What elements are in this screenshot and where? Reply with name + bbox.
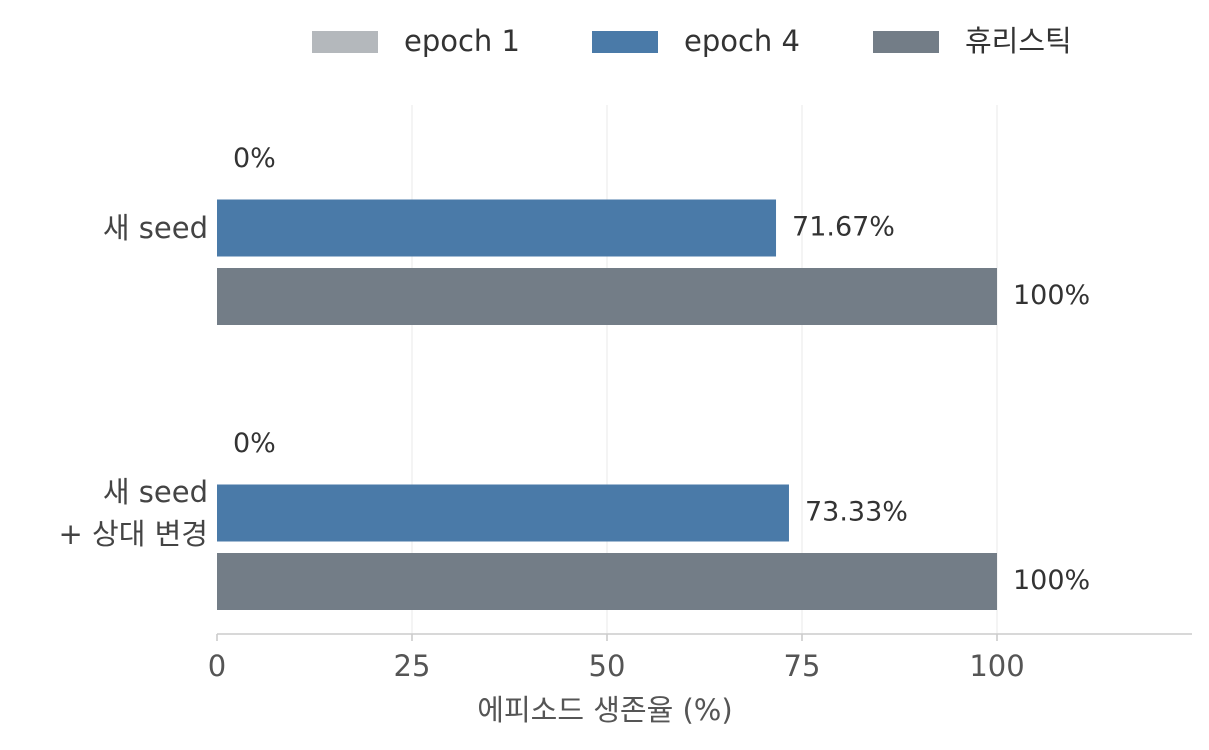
value-label: 100%: [1013, 565, 1090, 596]
x-tick-label: 50: [589, 649, 626, 683]
bar: [217, 199, 777, 257]
legend-swatch: [873, 31, 939, 53]
legend-label: 휴리스틱: [965, 24, 1072, 58]
bar: [217, 553, 997, 610]
value-label: 100%: [1013, 280, 1090, 311]
y-tick-label: 새 seed: [102, 211, 208, 245]
legend-label: epoch 1: [404, 24, 520, 58]
x-tick-label: 0: [208, 649, 226, 683]
y-tick-label: 새 seed + 상대 변경: [58, 475, 208, 551]
value-label: 73.33%: [805, 497, 908, 528]
x-tick-label: 25: [394, 649, 431, 683]
value-label: 71.67%: [792, 212, 895, 243]
x-tick-label: 75: [784, 649, 821, 683]
bar: [217, 484, 789, 542]
value-label: 0%: [233, 428, 276, 459]
x-tick-label: 100: [969, 649, 1024, 683]
legend-swatch: [592, 31, 658, 53]
bar: [217, 268, 997, 325]
legend-label: epoch 4: [684, 24, 800, 58]
value-label: 0%: [233, 143, 276, 174]
x-axis-label: 에피소드 생존율 (%): [477, 693, 732, 727]
legend-swatch: [312, 31, 378, 53]
